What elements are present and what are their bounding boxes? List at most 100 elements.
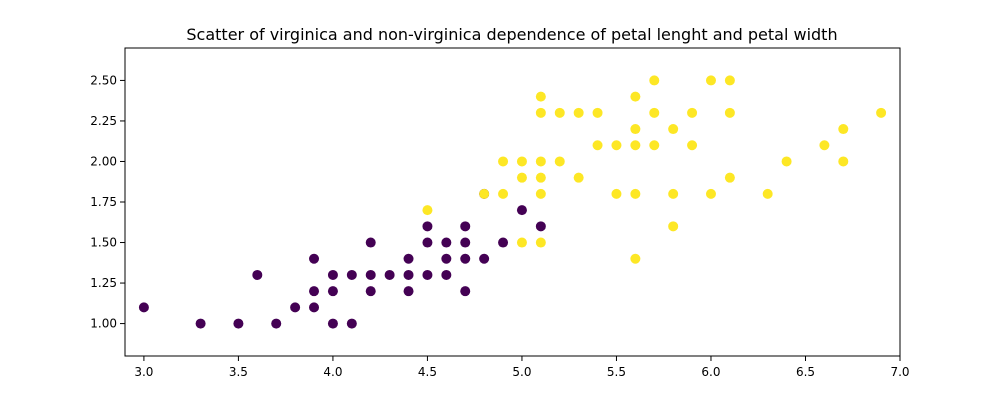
data-point: [498, 188, 509, 199]
data-point: [516, 156, 527, 167]
data-point: [630, 188, 641, 199]
data-point: [309, 286, 320, 297]
data-point: [422, 269, 433, 280]
data-point: [838, 124, 849, 135]
y-tick-label: 2.00: [90, 154, 117, 168]
data-point: [535, 221, 546, 232]
data-point: [687, 107, 698, 118]
x-tick-label: 3.0: [134, 365, 153, 379]
data-point: [630, 124, 641, 135]
data-point: [724, 107, 735, 118]
data-point: [422, 221, 433, 232]
plot-points: [138, 75, 887, 329]
x-tick-label: 4.0: [323, 365, 342, 379]
y-tick-label: 1.50: [90, 236, 117, 250]
plot-area-frame: [124, 47, 901, 357]
data-point: [668, 188, 679, 199]
data-point: [403, 269, 414, 280]
data-point: [611, 140, 622, 151]
data-point: [498, 237, 509, 248]
x-tick-label: 5.5: [607, 365, 626, 379]
data-point: [554, 156, 565, 167]
data-point: [535, 156, 546, 167]
data-point: [422, 237, 433, 248]
data-point: [535, 188, 546, 199]
data-point: [516, 172, 527, 183]
data-point: [365, 269, 376, 280]
data-point: [687, 140, 698, 151]
data-point: [611, 188, 622, 199]
data-point: [724, 75, 735, 86]
data-point: [705, 75, 716, 86]
data-point: [592, 107, 603, 118]
y-axis: 1.00 1.25 1.50 1.75 2.00 2.25 2.50: [90, 73, 125, 331]
data-point: [327, 286, 338, 297]
data-point: [346, 269, 357, 280]
y-tick-label: 1.25: [90, 276, 117, 290]
data-point: [138, 302, 149, 313]
chart-title: Scatter of virginica and non-virginica d…: [186, 25, 837, 44]
x-tick-label: 6.5: [796, 365, 815, 379]
data-point: [365, 286, 376, 297]
data-point: [649, 140, 660, 151]
data-point: [516, 237, 527, 248]
data-point: [838, 156, 849, 167]
data-point: [309, 253, 320, 264]
data-point: [762, 188, 773, 199]
data-point: [384, 269, 395, 280]
x-tick-label: 7.0: [890, 365, 909, 379]
data-point: [781, 156, 792, 167]
data-point: [460, 221, 471, 232]
data-point: [649, 107, 660, 118]
data-point: [535, 237, 546, 248]
y-tick-label: 2.25: [90, 114, 117, 128]
data-point: [630, 140, 641, 151]
data-point: [327, 318, 338, 329]
x-axis: 3.0 3.5 4.0 4.5 5.0 5.5 6.0 6.5 7.0: [134, 356, 910, 379]
data-point: [724, 172, 735, 183]
data-point: [441, 253, 452, 264]
y-tick-label: 2.50: [90, 73, 117, 87]
data-point: [460, 286, 471, 297]
data-point: [441, 269, 452, 280]
data-point: [554, 107, 565, 118]
data-point: [592, 140, 603, 151]
data-point: [819, 140, 830, 151]
data-point: [290, 302, 301, 313]
data-point: [252, 269, 263, 280]
data-point: [573, 107, 584, 118]
data-point: [630, 91, 641, 102]
data-point: [668, 221, 679, 232]
data-point: [535, 107, 546, 118]
data-point: [403, 253, 414, 264]
data-point: [365, 237, 376, 248]
data-point: [535, 91, 546, 102]
data-point: [309, 302, 320, 313]
data-point: [441, 237, 452, 248]
data-point: [422, 205, 433, 216]
data-point: [403, 286, 414, 297]
data-point: [479, 253, 490, 264]
data-point: [668, 124, 679, 135]
data-point: [460, 253, 471, 264]
y-tick-label: 1.00: [90, 317, 117, 331]
y-tick-label: 1.75: [90, 195, 117, 209]
data-point: [516, 205, 527, 216]
x-tick-label: 4.5: [418, 365, 437, 379]
data-point: [195, 318, 206, 329]
data-point: [573, 172, 584, 183]
x-tick-label: 6.0: [701, 365, 720, 379]
data-point: [535, 172, 546, 183]
data-point: [705, 188, 716, 199]
data-point: [649, 75, 660, 86]
data-point: [498, 156, 509, 167]
data-point: [233, 318, 244, 329]
data-point: [479, 188, 490, 199]
data-point: [346, 318, 357, 329]
data-point: [271, 318, 282, 329]
x-tick-label: 5.0: [512, 365, 531, 379]
data-point: [460, 237, 471, 248]
data-point: [327, 269, 338, 280]
data-point: [630, 253, 641, 264]
